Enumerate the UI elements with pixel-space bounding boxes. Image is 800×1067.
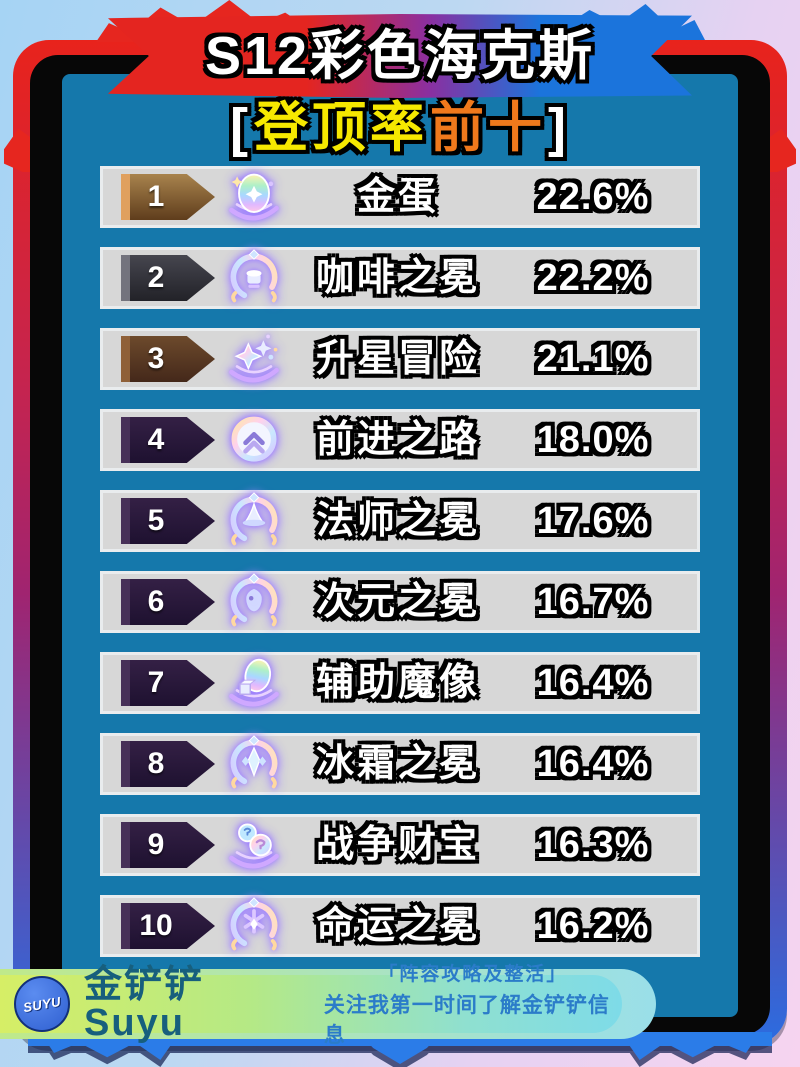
augment-icon [215, 410, 293, 470]
augment-name: 辅助魔像 [315, 662, 480, 704]
ranking-row: 9 战争财宝 16.3% [100, 814, 700, 876]
ranking-row: 1 金蛋 22.6% [100, 166, 700, 228]
augment-name: 升星冒险 [315, 338, 480, 380]
footer-taglines: 「阵容攻略及整活」 关注我第一时间了解金铲铲信息 [324, 959, 622, 1049]
topfinish-rate-value: 16.4% [536, 743, 650, 785]
topfinish-rate-value: 17.6% [536, 500, 650, 542]
rank-number: 9 [147, 828, 165, 861]
ranking-row: 7 辅助魔像 16.4% [100, 652, 700, 714]
rank-number: 4 [147, 423, 165, 456]
rank-number: 5 [147, 504, 165, 537]
rank-number: 7 [147, 666, 165, 699]
augment-name: 金蛋 [356, 176, 439, 218]
ranking-row: 4 前进之路 18.0% [100, 409, 700, 471]
rank-number: 6 [147, 585, 165, 618]
rank-badge: 3 [121, 336, 215, 382]
augment-icon [215, 896, 293, 956]
topfinish-rate-value: 16.2% [536, 905, 650, 947]
topfinish-rate-value: 16.3% [536, 824, 650, 866]
suyu-logo-icon: SUYU [14, 976, 70, 1032]
augment-icon [215, 572, 293, 632]
rank-badge: 6 [121, 579, 215, 625]
rank-badge: 2 [121, 255, 215, 301]
rank-badge: 1 [121, 174, 215, 220]
tagline-line2: 关注我第一时间了解金铲铲信息 [323, 994, 610, 1047]
ranking-row: 5 法师之冕 17.6% [100, 490, 700, 552]
ranking-row: 10 命运之冕 16.2% [100, 895, 700, 957]
rank-badge: 10 [121, 903, 215, 949]
header: S12彩色海克斯 [0, 0, 800, 130]
augment-icon [215, 491, 293, 551]
topfinish-rate-value: 18.0% [536, 419, 650, 461]
ranking-list: 1 金蛋 22.6% 2 咖啡之冕 22.2% 3 升星冒险 21.1% 4 [100, 166, 700, 957]
rank-number: 8 [147, 747, 165, 780]
augment-name: 命运之冕 [315, 905, 480, 947]
ornament-spikes-right-icon [620, 1032, 760, 1060]
augment-icon [215, 734, 293, 794]
brand-name: 金铲铲Suyu [84, 964, 205, 1044]
topfinish-rate-value: 16.7% [536, 581, 650, 623]
logo-text: SUYU [21, 993, 63, 1015]
rank-badge: 7 [121, 660, 215, 706]
title-banner: S12彩色海克斯 [108, 14, 692, 98]
rank-badge: 4 [121, 417, 215, 463]
augment-icon [215, 815, 293, 875]
subtitle-highlight-top10: 前十 [430, 98, 546, 158]
ranking-row: 3 升星冒险 21.1% [100, 328, 700, 390]
augment-icon [215, 329, 293, 389]
rank-badge: 8 [121, 741, 215, 787]
augment-name: 法师之冕 [315, 500, 480, 542]
rank-number: 1 [147, 180, 165, 213]
subtitle-highlight-rate: 登顶率 [254, 98, 428, 158]
augment-name: 战争财宝 [315, 824, 480, 866]
ranking-row: 6 次元之冕 16.7% [100, 571, 700, 633]
page-title: S12彩色海克斯 [204, 26, 596, 86]
ranking-row: 8 冰霜之冕 16.4% [100, 733, 700, 795]
augment-icon [215, 248, 293, 308]
augment-name: 前进之路 [315, 419, 480, 461]
rank-number: 10 [139, 909, 173, 942]
rank-number: 3 [147, 342, 165, 375]
topfinish-rate-value: 21.1% [536, 338, 650, 380]
tagline-line1: 「阵容攻略及整活」 [378, 964, 568, 985]
augment-name: 咖啡之冕 [315, 257, 480, 299]
subtitle: [ 登顶率 前十 ] [0, 96, 800, 160]
ranking-row: 2 咖啡之冕 22.2% [100, 247, 700, 309]
topfinish-rate-value: 16.4% [536, 662, 650, 704]
augment-name: 冰霜之冕 [315, 743, 480, 785]
footer-bar: SUYU 金铲铲Suyu 「阵容攻略及整活」 关注我第一时间了解金铲铲信息 [0, 964, 622, 1047]
topfinish-rate-value: 22.2% [536, 257, 650, 299]
rank-number: 2 [147, 261, 165, 294]
subtitle-open-bracket: [ [230, 98, 252, 158]
augment-icon [215, 167, 293, 227]
topfinish-rate-value: 22.6% [536, 176, 650, 218]
augment-icon [215, 653, 293, 713]
rank-badge: 5 [121, 498, 215, 544]
rank-badge: 9 [121, 822, 215, 868]
augment-name: 次元之冕 [315, 581, 480, 623]
subtitle-close-bracket: ] [548, 98, 570, 158]
